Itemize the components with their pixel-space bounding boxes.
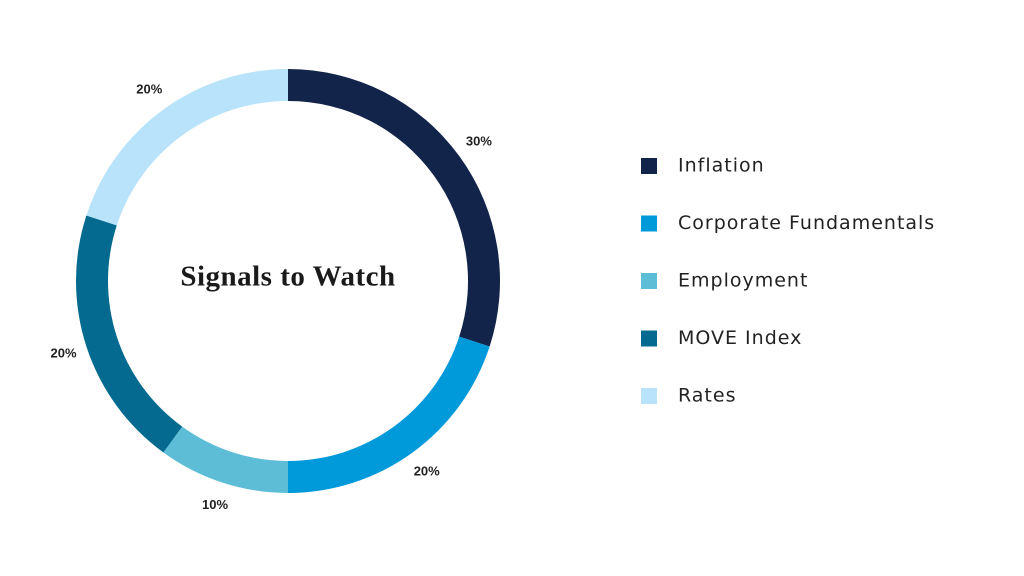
donut-slice [76, 215, 183, 453]
value-label: 30% [466, 134, 492, 149]
legend-swatch [641, 273, 657, 289]
donut-slice [86, 69, 288, 226]
legend-swatch [641, 388, 657, 404]
legend-swatch [641, 215, 657, 232]
value-label: 20% [414, 463, 440, 478]
legend-swatch [641, 330, 657, 347]
value-label: 10% [202, 497, 228, 512]
legend-label: Employment [678, 270, 808, 292]
legend-label: MOVE Index [678, 327, 802, 349]
value-label: 20% [136, 82, 162, 97]
donut-slice [288, 69, 501, 347]
legend-label: Rates [678, 385, 736, 407]
legend-swatch [641, 158, 657, 174]
chart-title: Signals to Watch [180, 261, 395, 293]
value-label: 20% [51, 345, 77, 360]
legend-label: Corporate Fundamentals [678, 212, 935, 234]
legend-label: Inflation [678, 155, 765, 177]
donut-slice [288, 336, 490, 493]
donut-slice [163, 426, 288, 493]
